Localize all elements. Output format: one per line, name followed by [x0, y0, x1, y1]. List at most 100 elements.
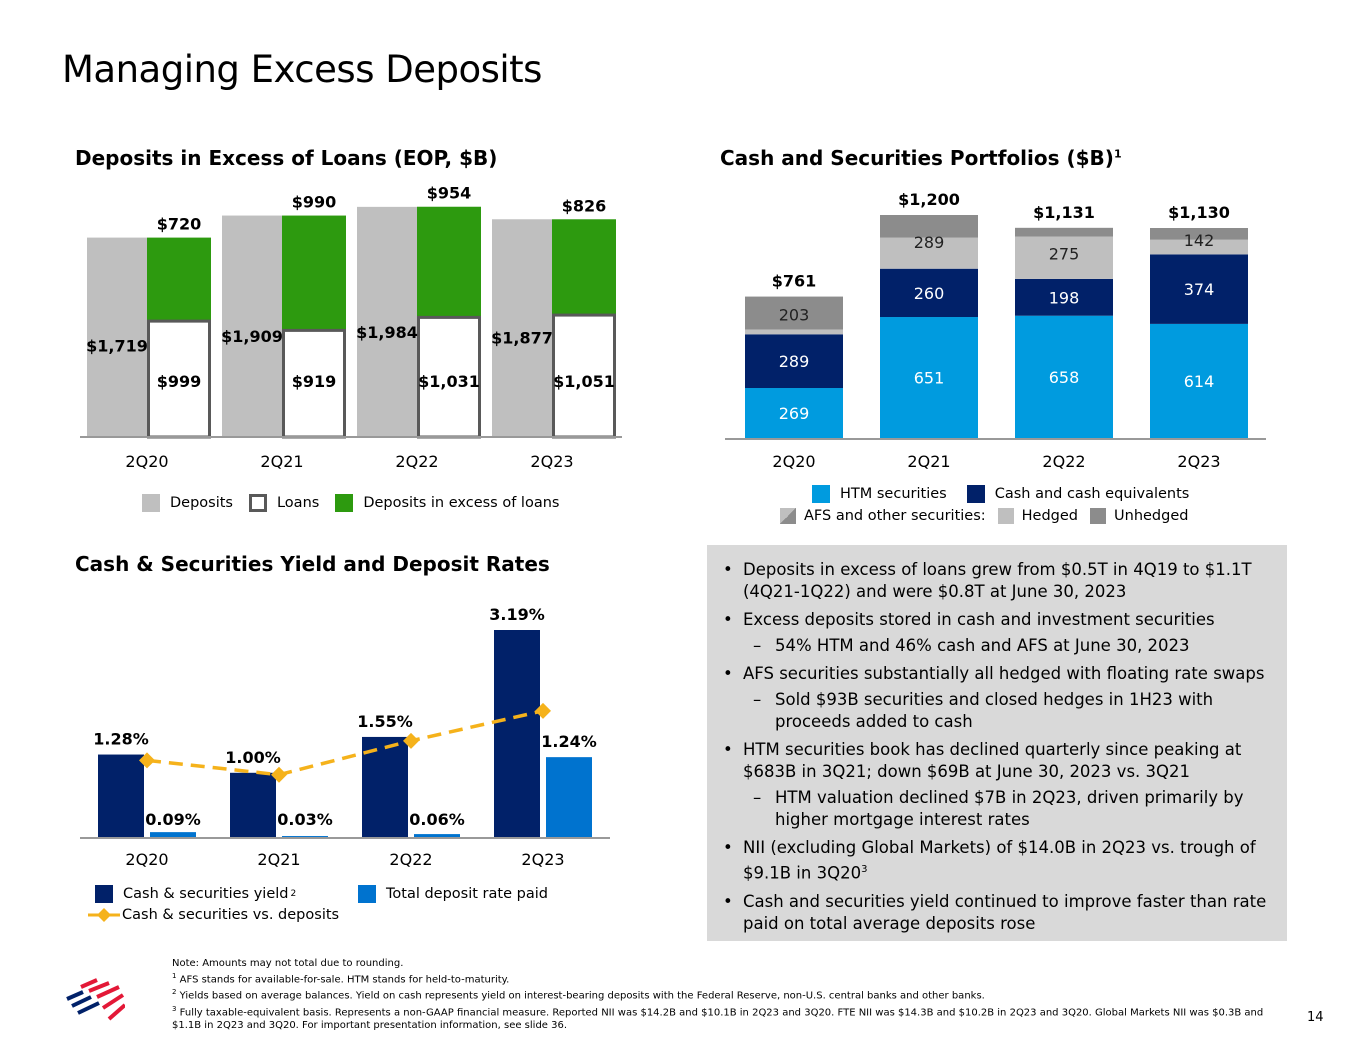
bullet-marker: – — [753, 690, 762, 709]
label-excess: $720 — [157, 215, 202, 234]
x-tick-label: 2Q23 — [1177, 452, 1220, 471]
legend-rate-item: Total deposit rate paid — [358, 885, 548, 903]
footnote-note: Note: Amounts may not total due to round… — [172, 958, 404, 969]
chart-title-portfolios: Cash and Securities Portfolios ($B)1 — [720, 146, 1122, 170]
legend-swatch-deposits — [142, 494, 160, 512]
footnote-text: AFS stands for available-for-sale. HTM s… — [179, 974, 510, 986]
label-deposits: $1,984 — [356, 323, 418, 342]
legend-label-spread: Cash & securities vs. deposits — [122, 907, 340, 923]
legend-label-hedged: Hedged — [1021, 508, 1079, 524]
bar-segment-0 — [1015, 315, 1113, 438]
bullet-text: Sold $93B securities and closed hedges i… — [775, 690, 1214, 731]
chart-deposits-loans: $720 $1,719 $999 2Q20 $990 $1,909 $919 2Q21 $954… — [80, 184, 622, 471]
bar-segment-3 — [880, 215, 978, 238]
label-cash: 198 — [1049, 288, 1080, 307]
bar-segment-3 — [745, 296, 843, 330]
x-tick-label: 2Q20 — [772, 452, 815, 471]
bar-segment-2 — [1150, 239, 1248, 255]
chart-title-portfolios-text: Cash and Securities Portfolios ($B) — [720, 146, 1114, 170]
label-excess: $990 — [292, 193, 337, 212]
bullet-text: Cash and securities yield continued to i… — [743, 891, 1267, 933]
footnote-text: Yields based on average balances. Yield … — [179, 990, 985, 1002]
bullet-text: AFS securities substantially all hedged … — [743, 664, 1265, 683]
legend-swatch-rate — [358, 885, 376, 903]
bullet-marker: • — [723, 891, 733, 911]
label-yield: 1.00% — [225, 748, 281, 767]
bar-excess — [282, 215, 346, 331]
label-total: $761 — [772, 272, 817, 291]
bullet-marker: – — [753, 636, 762, 655]
legend-swatch-htm — [812, 485, 830, 503]
x-tick-label: 2Q21 — [257, 850, 300, 869]
diamond-line-icon — [88, 908, 120, 922]
label-excess: $954 — [427, 184, 472, 203]
bar-segment-2 — [880, 237, 978, 269]
bullet-text: HTM valuation declined $7B in 2Q23, driv… — [775, 788, 1244, 829]
chart-title-yield: Cash & Securities Yield and Deposit Rate… — [75, 552, 550, 576]
bullet-marker: – — [753, 788, 762, 807]
label-loans: $999 — [157, 372, 202, 391]
bar-segment-0 — [880, 317, 978, 438]
label-cash: 374 — [1184, 280, 1215, 299]
bullet-marker: • — [723, 664, 733, 683]
footnote-text: Fully taxable-equivalent basis. Represen… — [172, 1006, 1264, 1031]
label-loans: $1,051 — [553, 372, 615, 391]
legend-yield-item: Cash & securities yield 2 — [95, 885, 296, 903]
label-htm: 658 — [1049, 368, 1080, 387]
bullet-item: – Sold $93B securities and closed hedges … — [723, 689, 1271, 733]
bullet-item: • Excess deposits stored in cash and inve… — [723, 609, 1271, 631]
footnotes: Note: Amounts may not total due to round… — [172, 957, 1292, 1032]
marker-spread — [535, 702, 551, 719]
bar-excess — [147, 237, 211, 322]
marker-spread — [403, 732, 419, 749]
bar-segment-0 — [745, 388, 843, 438]
label-total: $1,131 — [1033, 203, 1095, 222]
bar-loans — [147, 319, 211, 439]
bullet-marker: • — [723, 610, 733, 629]
bar-segment-1 — [1015, 278, 1113, 316]
bar-segment-1 — [1150, 254, 1248, 324]
label-deposits: $1,877 — [491, 328, 553, 347]
bank-flag-logo-icon — [66, 978, 125, 1021]
legend-label-afs: AFS and other securities: — [804, 508, 986, 524]
label-total: $1,130 — [1168, 203, 1230, 222]
legend-swatch-loans — [248, 494, 267, 512]
bullet-item: –54% HTM and 46% cash and AFS at June 30… — [723, 635, 1271, 657]
bar-yield — [494, 630, 540, 838]
label-rate: 0.09% — [145, 810, 201, 829]
label-yield: 3.19% — [489, 605, 545, 624]
legend-portfolios-row2: AFS and other securities: Hedged Unhedge… — [780, 508, 1188, 524]
label-yield: 1.55% — [357, 712, 413, 731]
legend-swatch-cash — [966, 485, 985, 503]
x-tick-label: 2Q23 — [530, 452, 573, 471]
x-tick-label: 2Q20 — [125, 452, 168, 471]
bar-segment-3 — [1150, 228, 1248, 240]
bar-segment-2 — [745, 329, 843, 335]
legend-label-unhedged: Unhedged — [1114, 508, 1189, 524]
bar-rate — [150, 832, 196, 838]
footnote-ref: 3 — [861, 864, 868, 875]
label-loans: $1,031 — [418, 372, 480, 391]
label-cash: 289 — [779, 352, 810, 371]
footnote-num: 1 — [172, 972, 177, 980]
bar-yield — [362, 736, 408, 838]
chart-portfolios: 269 289 203 $761 2Q20 651 260 289 $1,200 2Q21 658 1… — [725, 190, 1266, 471]
footnote-2: 2 Yields based on average balances. Yiel… — [172, 986, 1292, 1002]
legend-swatch-excess — [335, 494, 354, 512]
bullet-marker: • — [723, 560, 733, 579]
legend-label-yield: Cash & securities yield — [123, 886, 289, 902]
bar-deposits — [357, 206, 417, 437]
bullet-item: • NII (excluding Global Markets) of $14.0… — [723, 837, 1271, 885]
label-loans: $919 — [292, 372, 337, 391]
bullet-text: NII (excluding Global Markets) of $14.0B… — [743, 838, 1256, 883]
legend-swatch-hedged — [997, 508, 1014, 524]
legend-label-rate: Total deposit rate paid — [386, 886, 548, 902]
bar-segment-2 — [1015, 236, 1113, 279]
bar-segment-3 — [1015, 227, 1113, 237]
legend-label-excess: Deposits in excess of loans — [363, 495, 560, 511]
label-cash: 260 — [914, 284, 945, 303]
label-afs: 203 — [779, 306, 810, 325]
bar-excess — [417, 206, 481, 318]
label-rate: 0.03% — [277, 810, 333, 829]
bar-deposits — [222, 215, 282, 437]
